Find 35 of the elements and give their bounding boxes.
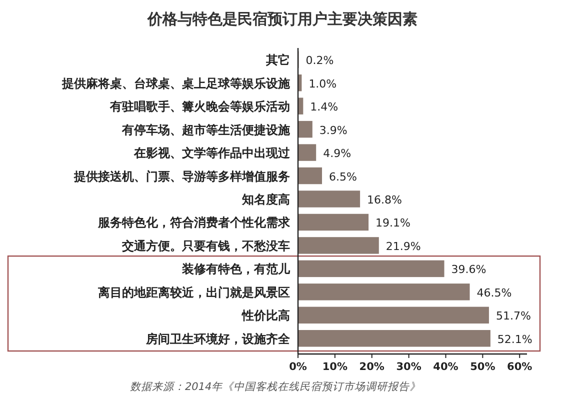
data-label: 52.1% — [497, 332, 532, 346]
y-tick-label: 知名度高 — [241, 192, 290, 206]
x-tick-label: 20% — [359, 361, 385, 373]
data-label: 1.0% — [308, 77, 337, 90]
x-tick-label: 40% — [433, 361, 459, 373]
source-note: 数据来源：2014年《中国客栈在线民宿预订市场调研报告》 — [130, 381, 421, 393]
y-tick-label: 其它 — [265, 53, 290, 68]
x-tick-label: 0% — [289, 361, 308, 373]
x-tick-label: 50% — [470, 361, 496, 373]
data-label: 4.9% — [323, 147, 352, 160]
y-tick-label: 房间卫生环境好，设施齐全 — [145, 332, 291, 346]
y-tick-label: 提供接送机、门票、导游等多样增值服务 — [73, 169, 290, 184]
data-label: 16.8% — [367, 194, 402, 206]
y-tick-label: 装修有特色，有范儿 — [181, 262, 291, 276]
x-tick-label: 10% — [322, 361, 348, 373]
data-label: 1.4% — [310, 100, 338, 114]
y-tick-label: 交通方便。只要有钱，不愁没车 — [121, 238, 290, 253]
data-label: 6.5% — [329, 170, 357, 184]
y-tick-label: 有停车场、超市等生活便捷设施 — [121, 122, 291, 137]
y-tick-label: 性价比高 — [241, 308, 290, 323]
data-label: 51.7% — [496, 310, 531, 323]
y-tick-label: 服务特色化，符合消费者个性化需求 — [97, 216, 291, 230]
y-tick-label: 有驻唱歌手、篝火晚会等娱乐活动 — [109, 100, 290, 114]
data-label: 19.1% — [376, 216, 410, 230]
data-label: 3.9% — [319, 124, 348, 137]
y-tick-label: 在影视、文学等作品中出现过 — [133, 146, 291, 160]
chart-title: 价格与特色是民宿预订用户主要决策因素 — [146, 10, 418, 28]
data-label: 0.2% — [306, 54, 334, 68]
y-tick-label: 提供麻将桌、台球桌、桌上足球等娱乐设施 — [61, 76, 291, 90]
x-tick-label: 60% — [507, 361, 533, 373]
data-label: 39.6% — [451, 263, 486, 276]
y-tick-label: 离目的地距离较近，出门就是风景区 — [97, 285, 290, 300]
data-label: 21.9% — [386, 240, 421, 253]
data-label: 46.5% — [476, 286, 512, 300]
x-tick-label: 30% — [396, 361, 422, 373]
